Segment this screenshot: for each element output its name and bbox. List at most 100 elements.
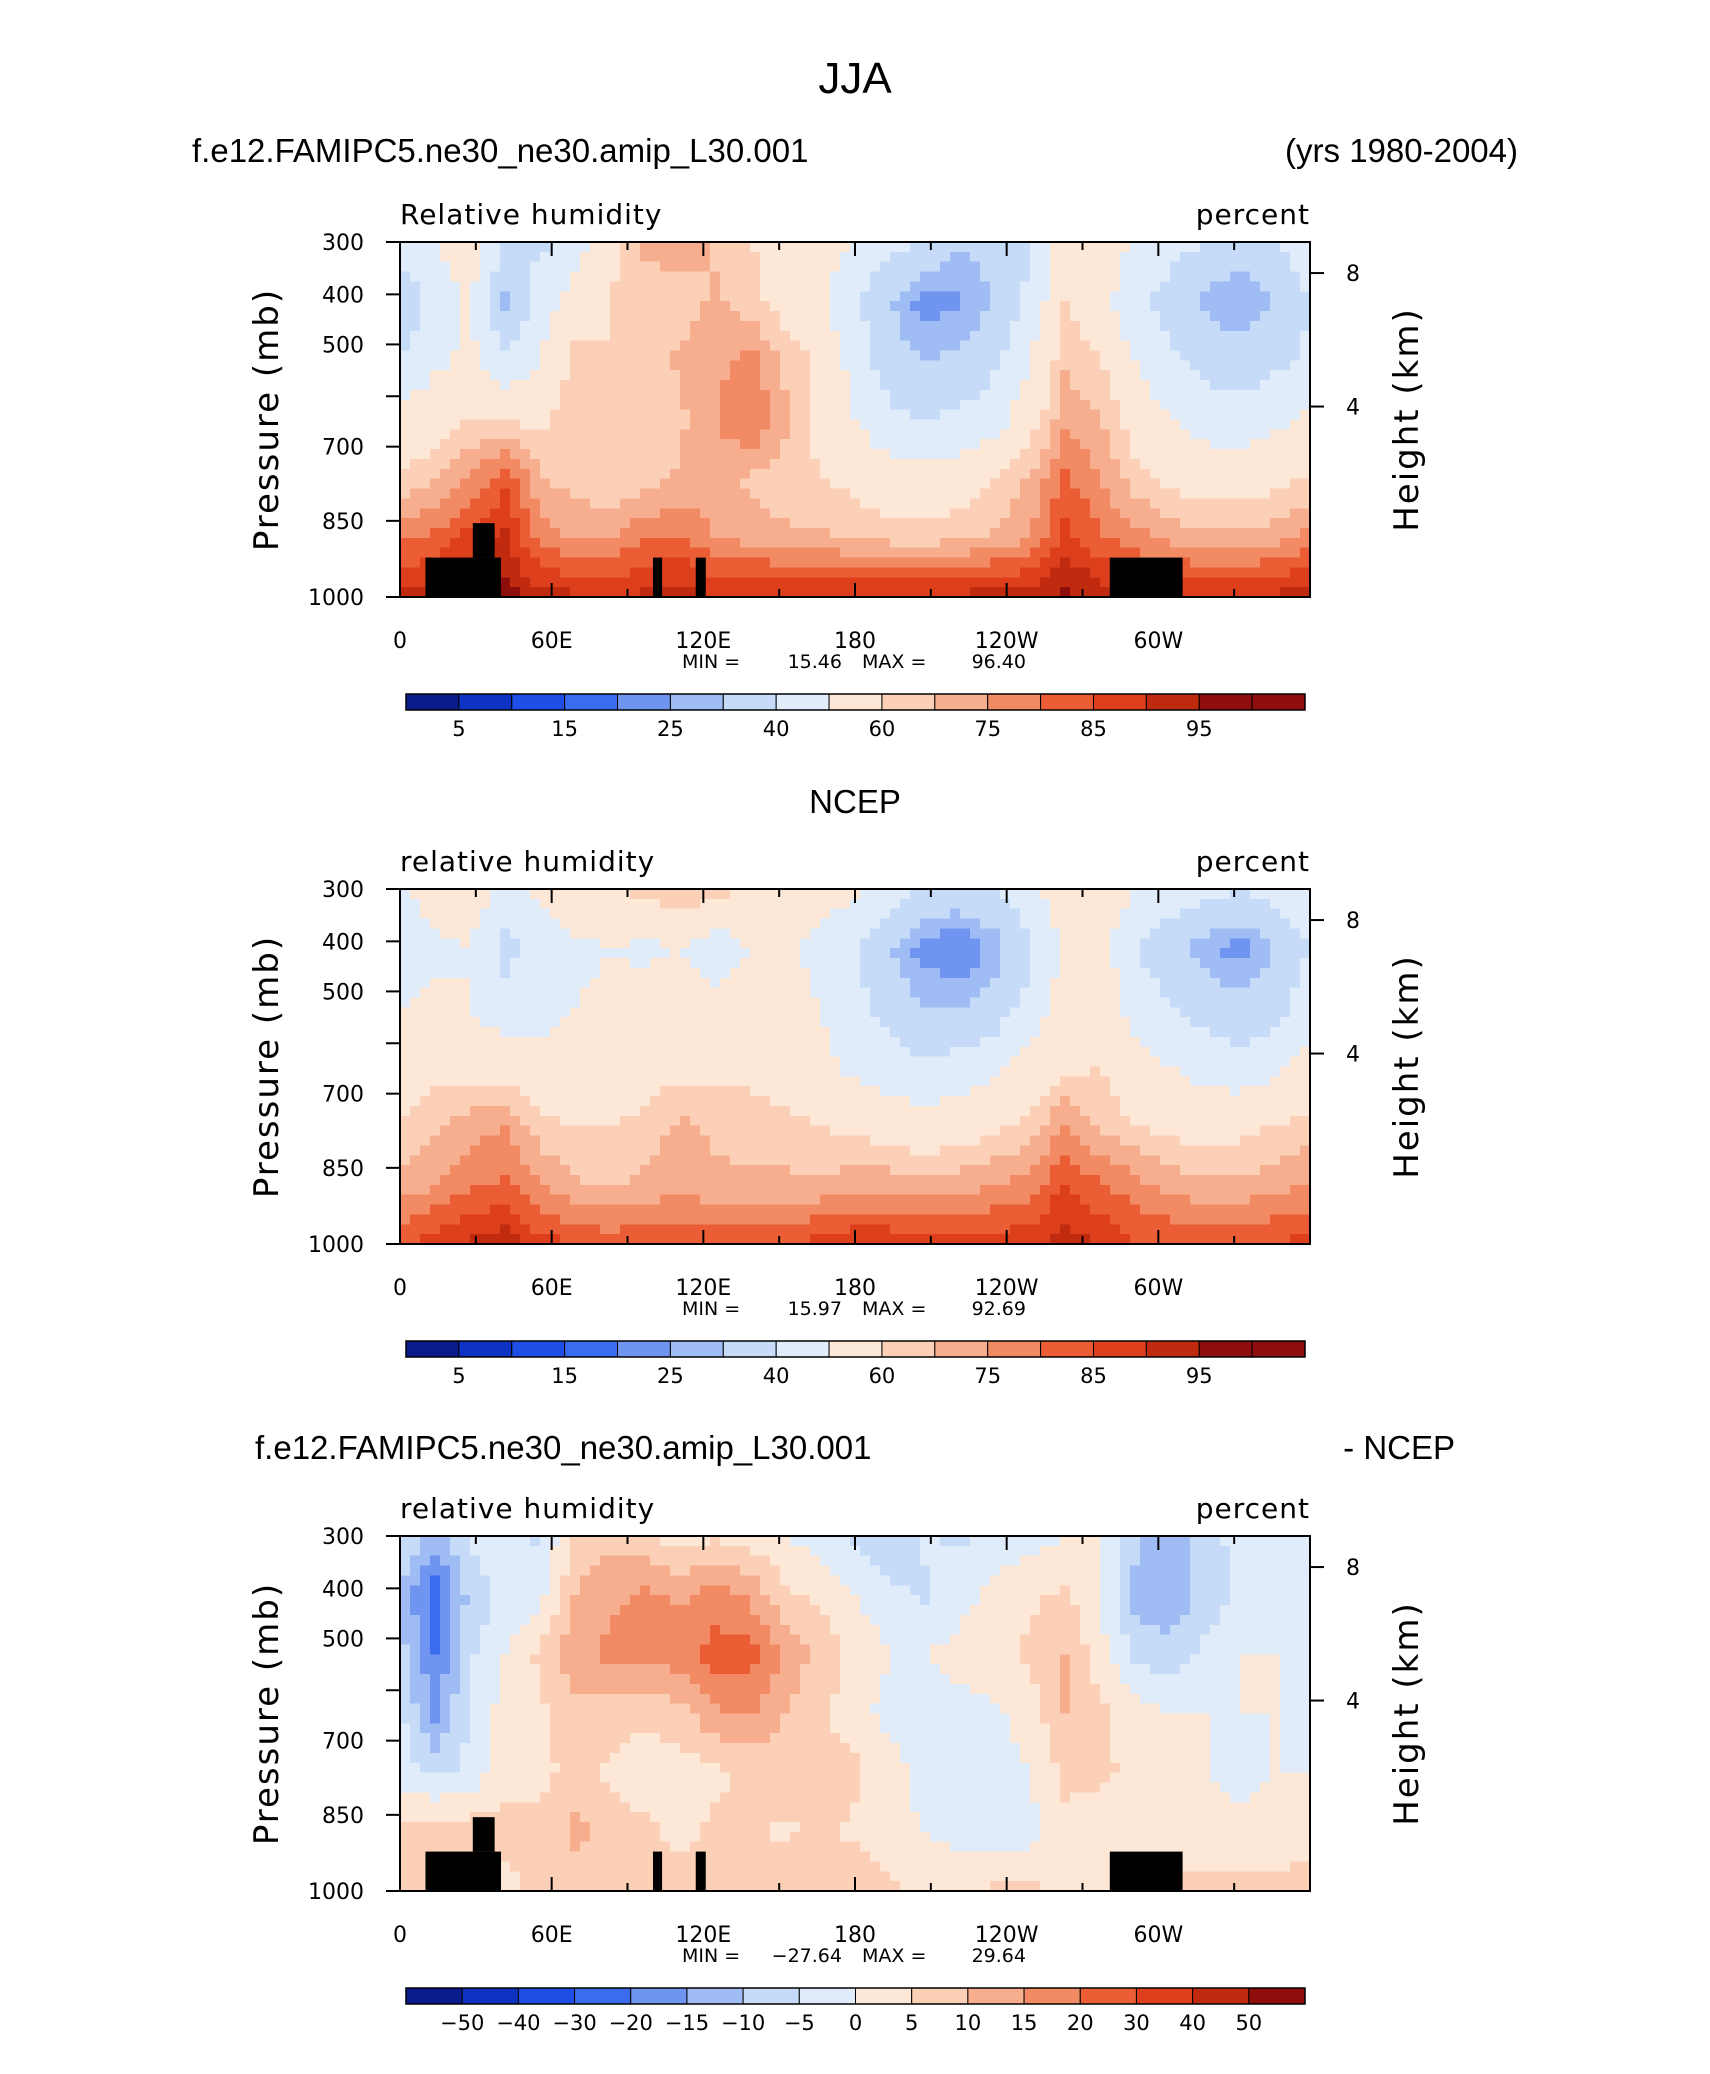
contour-cell <box>1070 340 1081 352</box>
contour-cell <box>930 997 941 1008</box>
contour-cell <box>1060 350 1071 361</box>
contour-cell <box>930 281 941 292</box>
contour-cell <box>770 508 781 519</box>
contour-cell <box>1080 977 1091 989</box>
contour-cell <box>1250 311 1261 322</box>
contour-cell <box>1090 360 1101 371</box>
contour-cell <box>500 997 511 1008</box>
contour-cell <box>1210 567 1221 578</box>
contour-cell <box>820 340 831 352</box>
contour-cell <box>760 242 771 253</box>
contour-cell <box>1270 340 1281 352</box>
contour-cell <box>610 889 621 900</box>
contour-cell <box>1100 242 1111 253</box>
contour-cell <box>510 967 521 979</box>
contour-cell <box>1300 1027 1311 1038</box>
contour-cell <box>1180 429 1191 440</box>
contour-cell <box>910 908 921 920</box>
contour-cell <box>750 320 761 332</box>
contour-cell <box>1070 291 1081 302</box>
contour-cell <box>880 987 891 999</box>
contour-cell <box>700 1036 711 1048</box>
contour-cell <box>1050 281 1061 292</box>
contour-cell <box>940 527 951 539</box>
contour-cell <box>860 271 871 283</box>
contour-cell <box>580 301 591 312</box>
contour-cell <box>1210 557 1221 569</box>
contour-cell <box>1230 301 1241 312</box>
contour-cell <box>870 320 881 332</box>
contour-cell <box>1080 1007 1091 1018</box>
contour-cell <box>1260 281 1271 292</box>
contour-cell <box>1190 261 1201 273</box>
contour-cell <box>760 1056 771 1068</box>
y-tick-label: 300 <box>322 231 364 256</box>
contour-cell <box>860 291 871 302</box>
contour-cell <box>430 1036 441 1048</box>
contour-cell <box>910 350 921 361</box>
contour-cell <box>1260 518 1271 529</box>
contour-cell <box>520 281 531 292</box>
contour-cell <box>1070 537 1081 549</box>
contour-cell <box>1120 1046 1131 1058</box>
contour-cell <box>600 291 611 302</box>
contour-cell <box>610 370 621 381</box>
contour-cell <box>510 291 521 302</box>
contour-cell <box>700 987 711 999</box>
contour-cell <box>530 557 541 569</box>
contour-cell <box>1140 918 1151 930</box>
contour-cell <box>440 908 451 920</box>
contour-cell <box>1140 409 1151 421</box>
contour-cell <box>990 478 1001 490</box>
contour-cell <box>520 370 531 381</box>
contour-cell <box>1190 527 1201 539</box>
contour-cell <box>1080 577 1091 588</box>
contour-cell <box>800 577 811 588</box>
contour-cell <box>680 261 691 273</box>
contour-cell <box>1100 251 1111 263</box>
contour-cell <box>410 557 421 569</box>
contour-cell <box>670 478 681 490</box>
contour-cell <box>790 928 801 939</box>
contour-cell <box>660 987 671 999</box>
contour-cell <box>1190 429 1201 440</box>
contour-cell <box>1300 508 1311 519</box>
contour-cell <box>1030 340 1041 352</box>
contour-cell <box>510 958 521 969</box>
contour-cell <box>450 948 461 959</box>
contour-cell <box>580 967 591 979</box>
contour-cell <box>590 508 601 519</box>
contour-cell <box>950 1046 961 1058</box>
contour-cell <box>520 311 531 322</box>
contour-cell <box>930 449 941 460</box>
contour-cell <box>980 557 991 569</box>
contour-cell <box>420 958 431 969</box>
contour-cell <box>1150 898 1161 910</box>
contour-cell <box>720 928 731 939</box>
contour-cell <box>1070 889 1081 900</box>
contour-cell <box>990 498 1001 509</box>
contour-cell <box>1050 419 1061 430</box>
contour-cell <box>410 537 421 549</box>
contour-cell <box>730 1036 741 1048</box>
contour-cell <box>500 889 511 900</box>
contour-cell <box>1030 527 1041 539</box>
contour-cell <box>520 429 531 440</box>
contour-cell <box>960 261 971 273</box>
contour-cell <box>840 537 851 549</box>
contour-cell <box>450 977 461 989</box>
contour-cell <box>640 908 651 920</box>
contour-cell <box>1100 1017 1111 1028</box>
contour-cell <box>750 360 761 371</box>
contour-cell <box>1070 350 1081 361</box>
contour-cell <box>1110 997 1121 1008</box>
contour-cell <box>580 997 591 1008</box>
contour-cell <box>740 958 751 969</box>
contour-cell <box>970 419 981 430</box>
contour-cell <box>730 577 741 588</box>
contour-cell <box>960 1007 971 1018</box>
contour-cell <box>990 987 1001 999</box>
contour-cell <box>570 478 581 490</box>
contour-cell <box>1190 419 1201 430</box>
contour-cell <box>780 311 791 322</box>
